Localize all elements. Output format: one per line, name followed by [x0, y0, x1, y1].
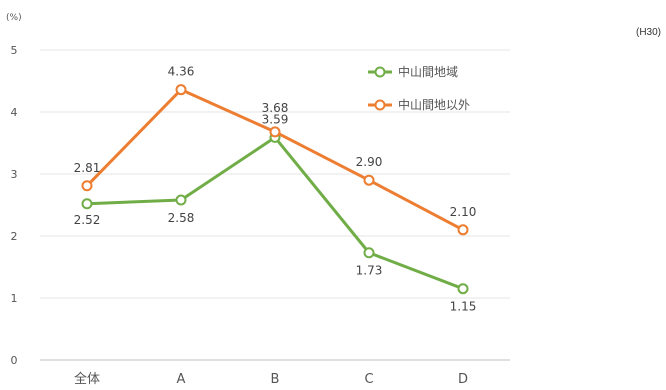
data-label: 2.90 — [356, 155, 383, 169]
x-tick-label: D — [458, 372, 468, 387]
data-point — [457, 283, 469, 295]
y-tick-label: 1 — [11, 292, 18, 305]
legend-marker — [374, 66, 386, 78]
x-tick-label: C — [364, 372, 373, 387]
data-label: 4.36 — [168, 65, 195, 79]
series-layer — [81, 84, 469, 295]
data-label: 1.73 — [356, 264, 383, 278]
x-tick-label: 全体 — [74, 371, 100, 387]
legend-label: 中山間地域 — [398, 64, 458, 79]
legend-label: 中山間地以外 — [398, 97, 470, 112]
data-labels: 2.52 2.58 3.59 1.73 1.15 2.81 4.36 3.68 2.90 2.10 — [74, 65, 477, 314]
data-label: 2.52 — [74, 213, 101, 227]
year-note: (H30) — [636, 27, 662, 38]
y-tick-label: 2 — [11, 230, 18, 243]
data-point — [81, 198, 93, 210]
data-label: 2.81 — [74, 161, 101, 175]
y-tick-label: 0 — [11, 354, 18, 367]
data-label: 2.10 — [450, 205, 477, 219]
data-point — [175, 84, 187, 96]
data-point — [363, 247, 375, 259]
data-point — [269, 126, 281, 138]
legend-marker — [374, 99, 386, 111]
data-point — [175, 194, 187, 206]
gridlines — [40, 49, 510, 299]
x-tick-label: B — [271, 372, 280, 387]
x-tick-label: A — [177, 372, 186, 387]
series-line — [85, 135, 465, 291]
data-label: 1.15 — [450, 300, 477, 314]
data-label: 3.68 — [262, 101, 289, 115]
data-label: 3.59 — [262, 112, 289, 126]
data-point — [363, 174, 375, 186]
data-point — [457, 224, 469, 236]
data-point — [81, 180, 93, 192]
axis: 0 1 2 3 4 5 全体 A B C D — [11, 44, 510, 387]
y-tick-label: 5 — [11, 44, 18, 57]
y-tick-label: 4 — [11, 106, 18, 119]
y-tick-label: 3 — [11, 168, 18, 181]
y-unit-label: (%) — [6, 13, 22, 23]
data-label: 2.58 — [168, 211, 195, 225]
